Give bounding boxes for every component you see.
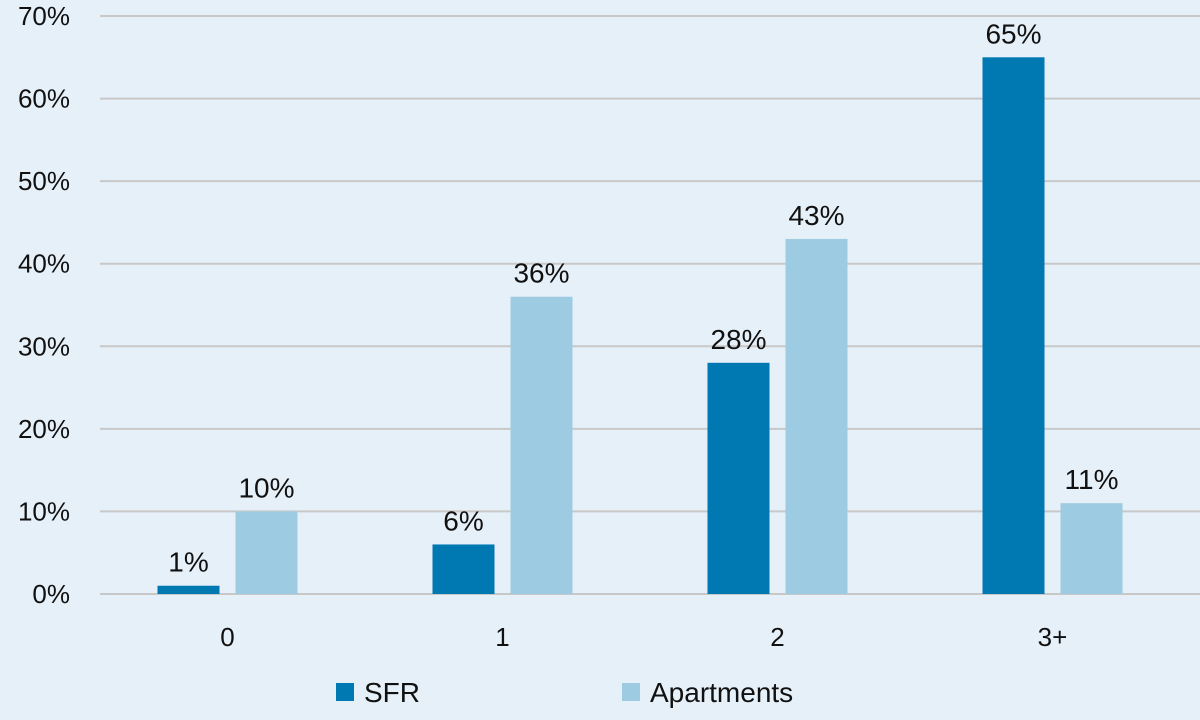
data-label-sfr-2: 28% [710,324,766,355]
y-axis: 0% 10% 20% 30% 40% 50% 60% 70% [18,1,70,609]
y-tick-label: 0% [32,579,70,609]
x-category-label: 2 [770,622,784,652]
legend-swatch-apartments [622,683,640,701]
x-category-label: 1 [495,622,509,652]
data-labels: 1% 10% 6% 36% 28% 43% 65% 11% [168,18,1118,577]
data-label-sfr-0: 1% [168,547,208,578]
legend-label-apartments: Apartments [650,677,793,708]
data-label-apartments-1: 36% [513,258,569,289]
x-axis: 0 1 2 3+ [220,622,1067,652]
data-label-apartments-0: 10% [238,472,294,503]
y-tick-label: 70% [18,1,70,31]
y-tick-label: 10% [18,496,70,526]
y-tick-label: 50% [18,166,70,196]
bar-apartments-2 [785,238,848,594]
y-tick-label: 40% [18,249,70,279]
bars [157,57,1123,595]
x-category-label: 3+ [1038,622,1068,652]
legend: SFR Apartments [336,677,793,708]
x-category-label: 0 [220,622,234,652]
bar-apartments-1 [510,296,573,594]
data-label-sfr-1: 6% [443,505,483,536]
legend-swatch-sfr [336,683,354,701]
bar-apartments-0 [235,511,298,594]
bar-apartments-3+ [1060,503,1123,594]
bar-sfr-3+ [982,57,1045,595]
bar-sfr-2 [707,362,770,594]
data-label-apartments-3+: 11% [1065,464,1119,495]
y-tick-label: 60% [18,84,70,114]
data-label-sfr-3+: 65% [985,18,1041,49]
legend-label-sfr: SFR [364,677,420,708]
bar-sfr-1 [432,544,495,594]
data-label-apartments-2: 43% [788,200,844,231]
y-tick-label: 30% [18,331,70,361]
bar-sfr-0 [157,585,220,594]
y-tick-label: 20% [18,414,70,444]
